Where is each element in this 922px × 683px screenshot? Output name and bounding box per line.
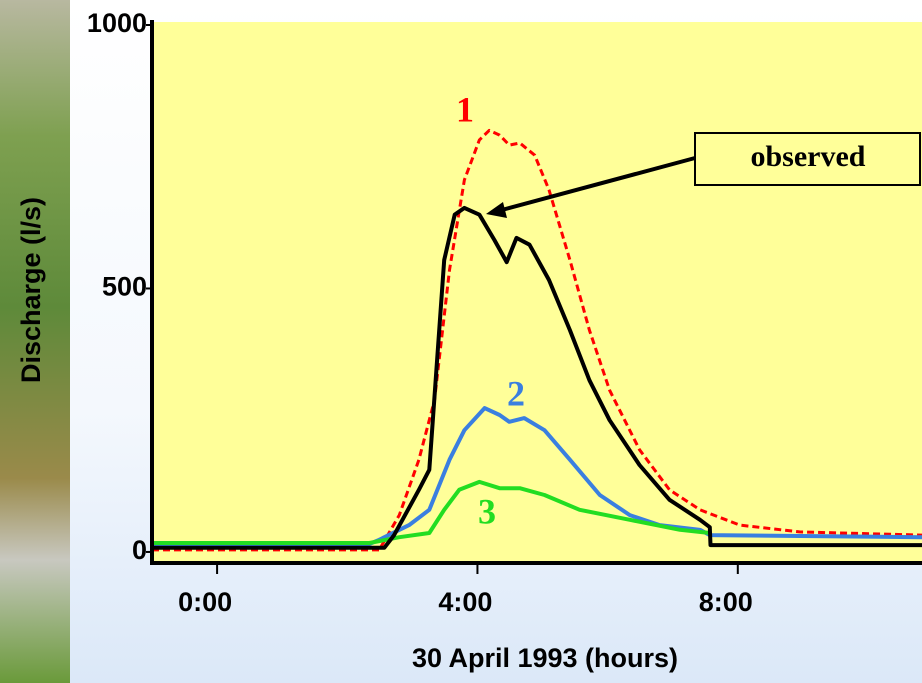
- y-tick-label: 500: [102, 272, 147, 302]
- series-layer: [152, 128, 922, 552]
- annotation-arrow: [497, 156, 696, 213]
- x-axis-title: 30 April 1993 (hours): [412, 643, 678, 673]
- plot-area: [152, 22, 922, 563]
- series-line: [152, 479, 711, 545]
- series-label: 3: [478, 491, 496, 531]
- y-axis-title: Discharge (l/s): [16, 197, 46, 383]
- x-tick-label: 4:00: [438, 587, 492, 617]
- x-tick-label: 8:00: [699, 587, 753, 617]
- series-label: 1: [456, 89, 474, 129]
- x-tick-label: 0:00: [178, 587, 232, 617]
- annotation-box: [694, 132, 921, 186]
- series-label: 2: [507, 373, 525, 413]
- series-line: [152, 205, 922, 550]
- y-tick-label: 0: [132, 535, 147, 565]
- landscape-strip: [0, 0, 70, 683]
- series-label: observed: [751, 140, 866, 173]
- series-line: [152, 128, 922, 552]
- y-tick-label: 1000: [87, 8, 147, 38]
- arrow-head: [486, 202, 507, 218]
